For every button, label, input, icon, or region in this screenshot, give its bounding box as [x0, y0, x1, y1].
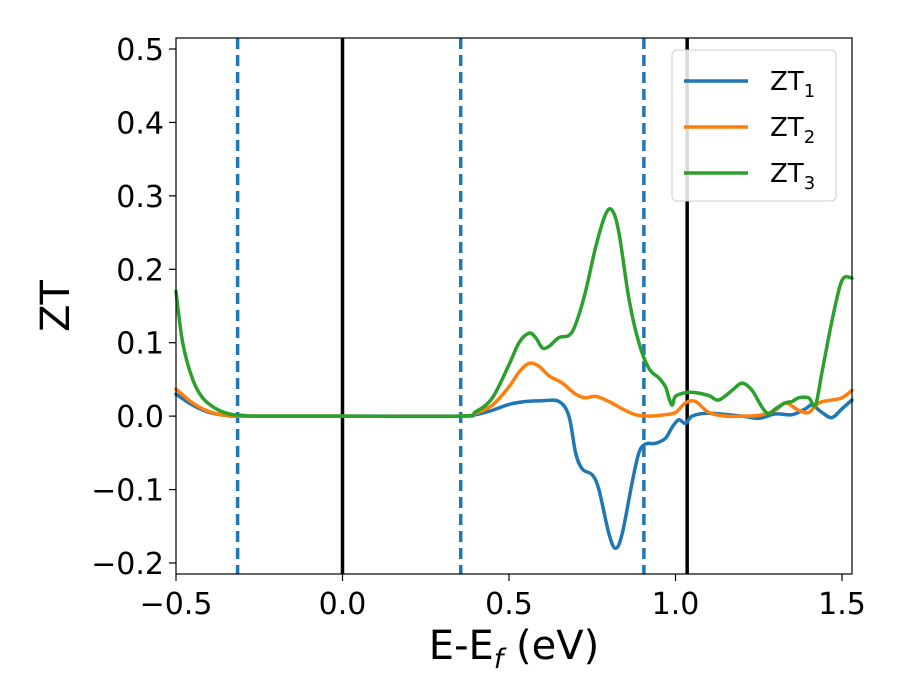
- lines-layer: [174, 38, 854, 574]
- legend: ZT1 ZT2 ZT3: [671, 49, 837, 202]
- y-tick-label: 0.0: [116, 400, 164, 435]
- plot-frame: [175, 37, 853, 575]
- y-tick-label: −0.1: [91, 474, 164, 509]
- x-tick-label: 1.0: [652, 587, 700, 622]
- x-tick-label: −0.5: [140, 587, 213, 622]
- x-axis-label: E-Ef (eV): [429, 623, 599, 675]
- y-tick-label: 0.1: [116, 327, 164, 362]
- y-tick-label: 0.4: [116, 106, 164, 141]
- legend-label-zt2: ZT2: [770, 113, 815, 148]
- y-tick-label: 0.3: [116, 180, 164, 215]
- y-tick-label: 0.2: [116, 253, 164, 288]
- legend-label-zt3: ZT3: [770, 159, 815, 194]
- ticks-layer: −0.5 0.0 0.5 1.0 1.5 −0.2 −0.1 0.0 0.1 0.2 0.3 0.4 0…: [91, 33, 866, 622]
- y-tick-label: 0.5: [116, 33, 164, 68]
- x-tick-label: 1.5: [818, 587, 866, 622]
- series-line-zt3: [174, 207, 854, 419]
- legend-frame: [671, 49, 837, 202]
- y-axis-label: ZT: [33, 280, 79, 332]
- y-tick-label: −0.2: [91, 547, 164, 582]
- x-tick-label: 0.5: [485, 587, 533, 622]
- x-tick-label: 0.0: [319, 587, 367, 622]
- legend-label-zt1: ZT1: [770, 67, 815, 102]
